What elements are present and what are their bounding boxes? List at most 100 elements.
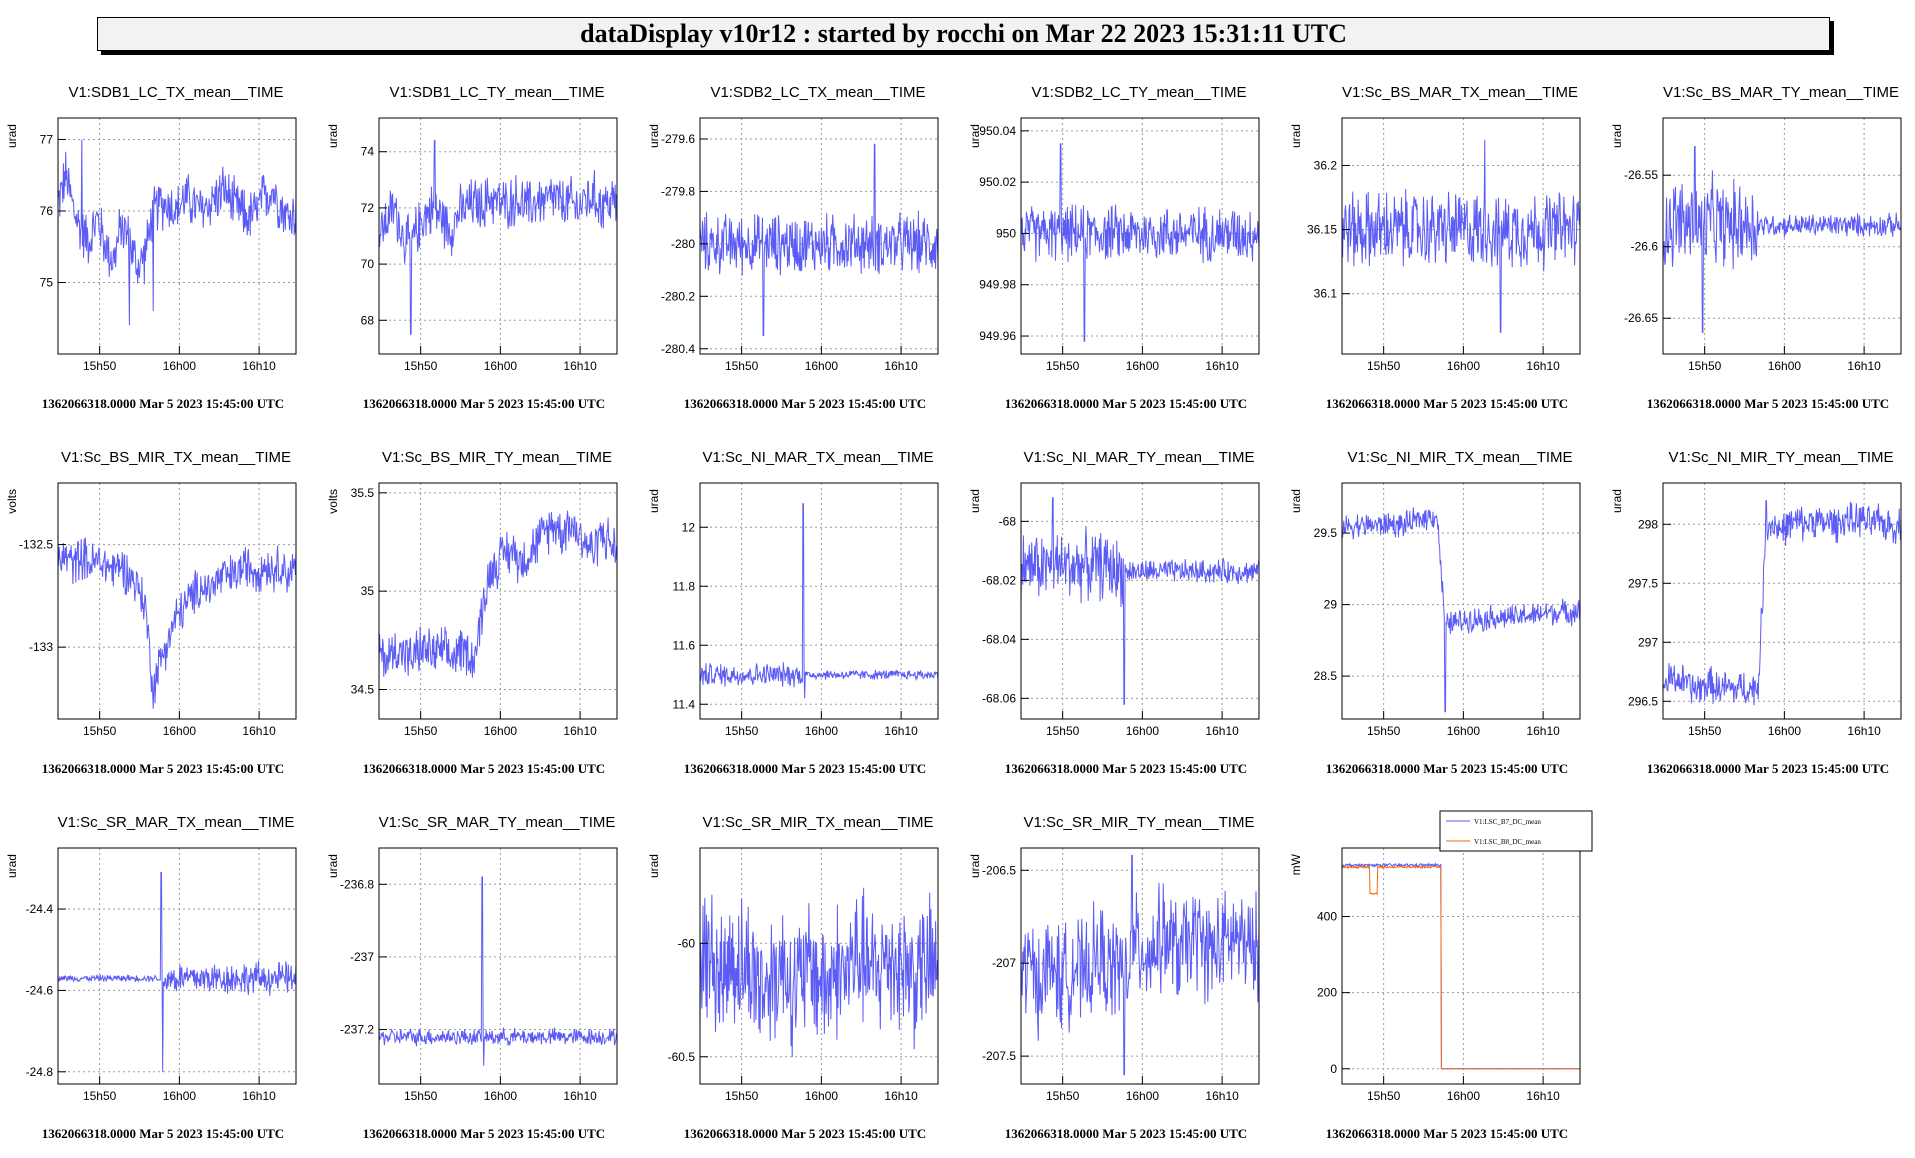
y-tick-label: 72	[361, 201, 375, 215]
chart-title: V1:Sc_NI_MAR_TX_mean__TIME	[703, 449, 934, 466]
series-line	[699, 887, 939, 1058]
x-tick-label: 16h00	[1126, 359, 1160, 373]
y-tick-label: -60	[678, 936, 696, 950]
x-tick-label: 15h50	[1367, 359, 1401, 373]
chart-footer: 1362066318.0000 Mar 5 2023 15:45:00 UTC	[684, 761, 926, 776]
y-tick-label: -24.4	[26, 902, 54, 916]
chart-footer: 1362066318.0000 Mar 5 2023 15:45:00 UTC	[1326, 396, 1568, 411]
y-axis-label: urad	[647, 124, 661, 148]
y-tick-label: 34.5	[351, 683, 375, 697]
series-line	[1341, 139, 1581, 333]
y-axis-label: urad	[1289, 489, 1303, 513]
series-line	[1662, 500, 1902, 706]
chart-title: V1:SDB2_LC_TY_mean__TIME	[1031, 84, 1246, 101]
y-tick-label: 298	[1638, 517, 1658, 531]
plot-frame	[57, 847, 297, 1085]
y-tick-label: 297	[1638, 635, 1658, 649]
series-line	[1662, 146, 1902, 333]
y-tick-label: -26.65	[1624, 311, 1658, 325]
x-tick-label: 15h50	[83, 724, 117, 738]
x-tick-label: 16h10	[884, 1089, 918, 1103]
x-tick-label: 16h00	[1768, 359, 1802, 373]
chart-title: V1:Sc_SR_MAR_TY_mean__TIME	[379, 814, 616, 831]
y-tick-label: -207.5	[982, 1049, 1016, 1063]
chart-footer: 1362066318.0000 Mar 5 2023 15:45:00 UTC	[1647, 396, 1889, 411]
y-tick-label: 36.2	[1314, 158, 1338, 172]
y-tick-label: 400	[1317, 910, 1337, 924]
x-tick-label: 15h50	[1046, 359, 1080, 373]
plot-frame	[1020, 117, 1260, 355]
y-axis-label: urad	[1289, 124, 1303, 148]
chart-title: V1:Sc_BS_MAR_TY_mean__TIME	[1663, 84, 1899, 101]
x-tick-label: 16h10	[1205, 1089, 1239, 1103]
x-tick-label: 16h10	[1847, 359, 1881, 373]
x-tick-label: 16h10	[884, 359, 918, 373]
plot-frame	[1341, 117, 1581, 355]
y-tick-label: -26.55	[1624, 168, 1658, 182]
series-line	[57, 537, 297, 709]
chart-title: V1:Sc_BS_MIR_TY_mean__TIME	[382, 449, 612, 466]
x-tick-label: 16h00	[1126, 724, 1160, 738]
x-tick-label: 16h00	[1447, 1089, 1481, 1103]
chart-footer: 1362066318.0000 Mar 5 2023 15:45:00 UTC	[684, 396, 926, 411]
chart-footer: 1362066318.0000 Mar 5 2023 15:45:00 UTC	[42, 761, 284, 776]
chart-title: V1:Sc_SR_MAR_TX_mean__TIME	[58, 814, 295, 831]
chart-title: V1:SDB1_LC_TX_mean__TIME	[68, 84, 283, 101]
y-tick-label: -133	[29, 640, 53, 654]
y-axis-label: urad	[968, 854, 982, 878]
series-line	[1020, 854, 1260, 1076]
y-tick-label: 75	[40, 275, 54, 289]
plot-frame	[378, 847, 618, 1085]
chart-panel: mW 0 200 400 15h50 16h00 16h10 1362066318.0000 …	[1289, 810, 1593, 1141]
chart-footer: 1362066318.0000 Mar 5 2023 15:45:00 UTC	[363, 396, 605, 411]
chart-footer: 1362066318.0000 Mar 5 2023 15:45:00 UTC	[42, 396, 284, 411]
x-tick-label: 16h10	[884, 724, 918, 738]
x-tick-label: 15h50	[1046, 1089, 1080, 1103]
y-tick-label: -237	[350, 950, 374, 964]
x-tick-label: 15h50	[1367, 1089, 1401, 1103]
plot-frame	[699, 117, 939, 355]
chart-title: V1:Sc_BS_MAR_TX_mean__TIME	[1342, 84, 1578, 101]
plot-frame	[1662, 482, 1902, 720]
x-tick-label: 16h00	[1447, 724, 1481, 738]
x-tick-label: 16h10	[1205, 359, 1239, 373]
y-tick-label: 77	[40, 132, 54, 146]
y-axis-label: urad	[326, 124, 340, 148]
y-tick-label: 11.4	[673, 697, 696, 711]
chart-title: V1:SDB2_LC_TX_mean__TIME	[710, 84, 925, 101]
y-tick-label: -60.5	[668, 1050, 696, 1064]
y-axis-label: urad	[968, 489, 982, 513]
chart-footer: 1362066318.0000 Mar 5 2023 15:45:00 UTC	[1005, 761, 1247, 776]
series-line	[1341, 864, 1580, 1070]
legend-label: V1:LSC_B7_DC_mean	[1474, 818, 1541, 826]
y-tick-label: 36.15	[1307, 223, 1337, 237]
y-axis-label: volts	[5, 489, 19, 514]
series-line	[378, 140, 618, 335]
y-tick-label: 949.96	[979, 329, 1016, 343]
y-tick-label: 35	[361, 584, 375, 598]
plot-frame	[378, 117, 618, 355]
plot-frame	[1020, 847, 1260, 1085]
series-line	[378, 510, 618, 678]
y-tick-label: -132.5	[19, 538, 53, 552]
x-tick-label: 15h50	[725, 1089, 759, 1103]
x-tick-label: 16h00	[163, 359, 197, 373]
y-tick-label: 0	[1330, 1062, 1337, 1076]
plot-frame	[57, 117, 297, 355]
series-line	[57, 871, 297, 1072]
x-tick-label: 16h00	[805, 359, 839, 373]
chart-title: V1:SDB1_LC_TY_mean__TIME	[389, 84, 604, 101]
y-tick-label: -26.6	[1631, 240, 1659, 254]
y-axis-label: urad	[326, 854, 340, 878]
plot-frame	[57, 482, 297, 720]
chart-title: V1:Sc_NI_MIR_TY_mean__TIME	[1668, 449, 1893, 466]
y-tick-label: -68.04	[982, 632, 1016, 646]
series-line	[699, 503, 939, 699]
x-tick-label: 16h00	[805, 724, 839, 738]
